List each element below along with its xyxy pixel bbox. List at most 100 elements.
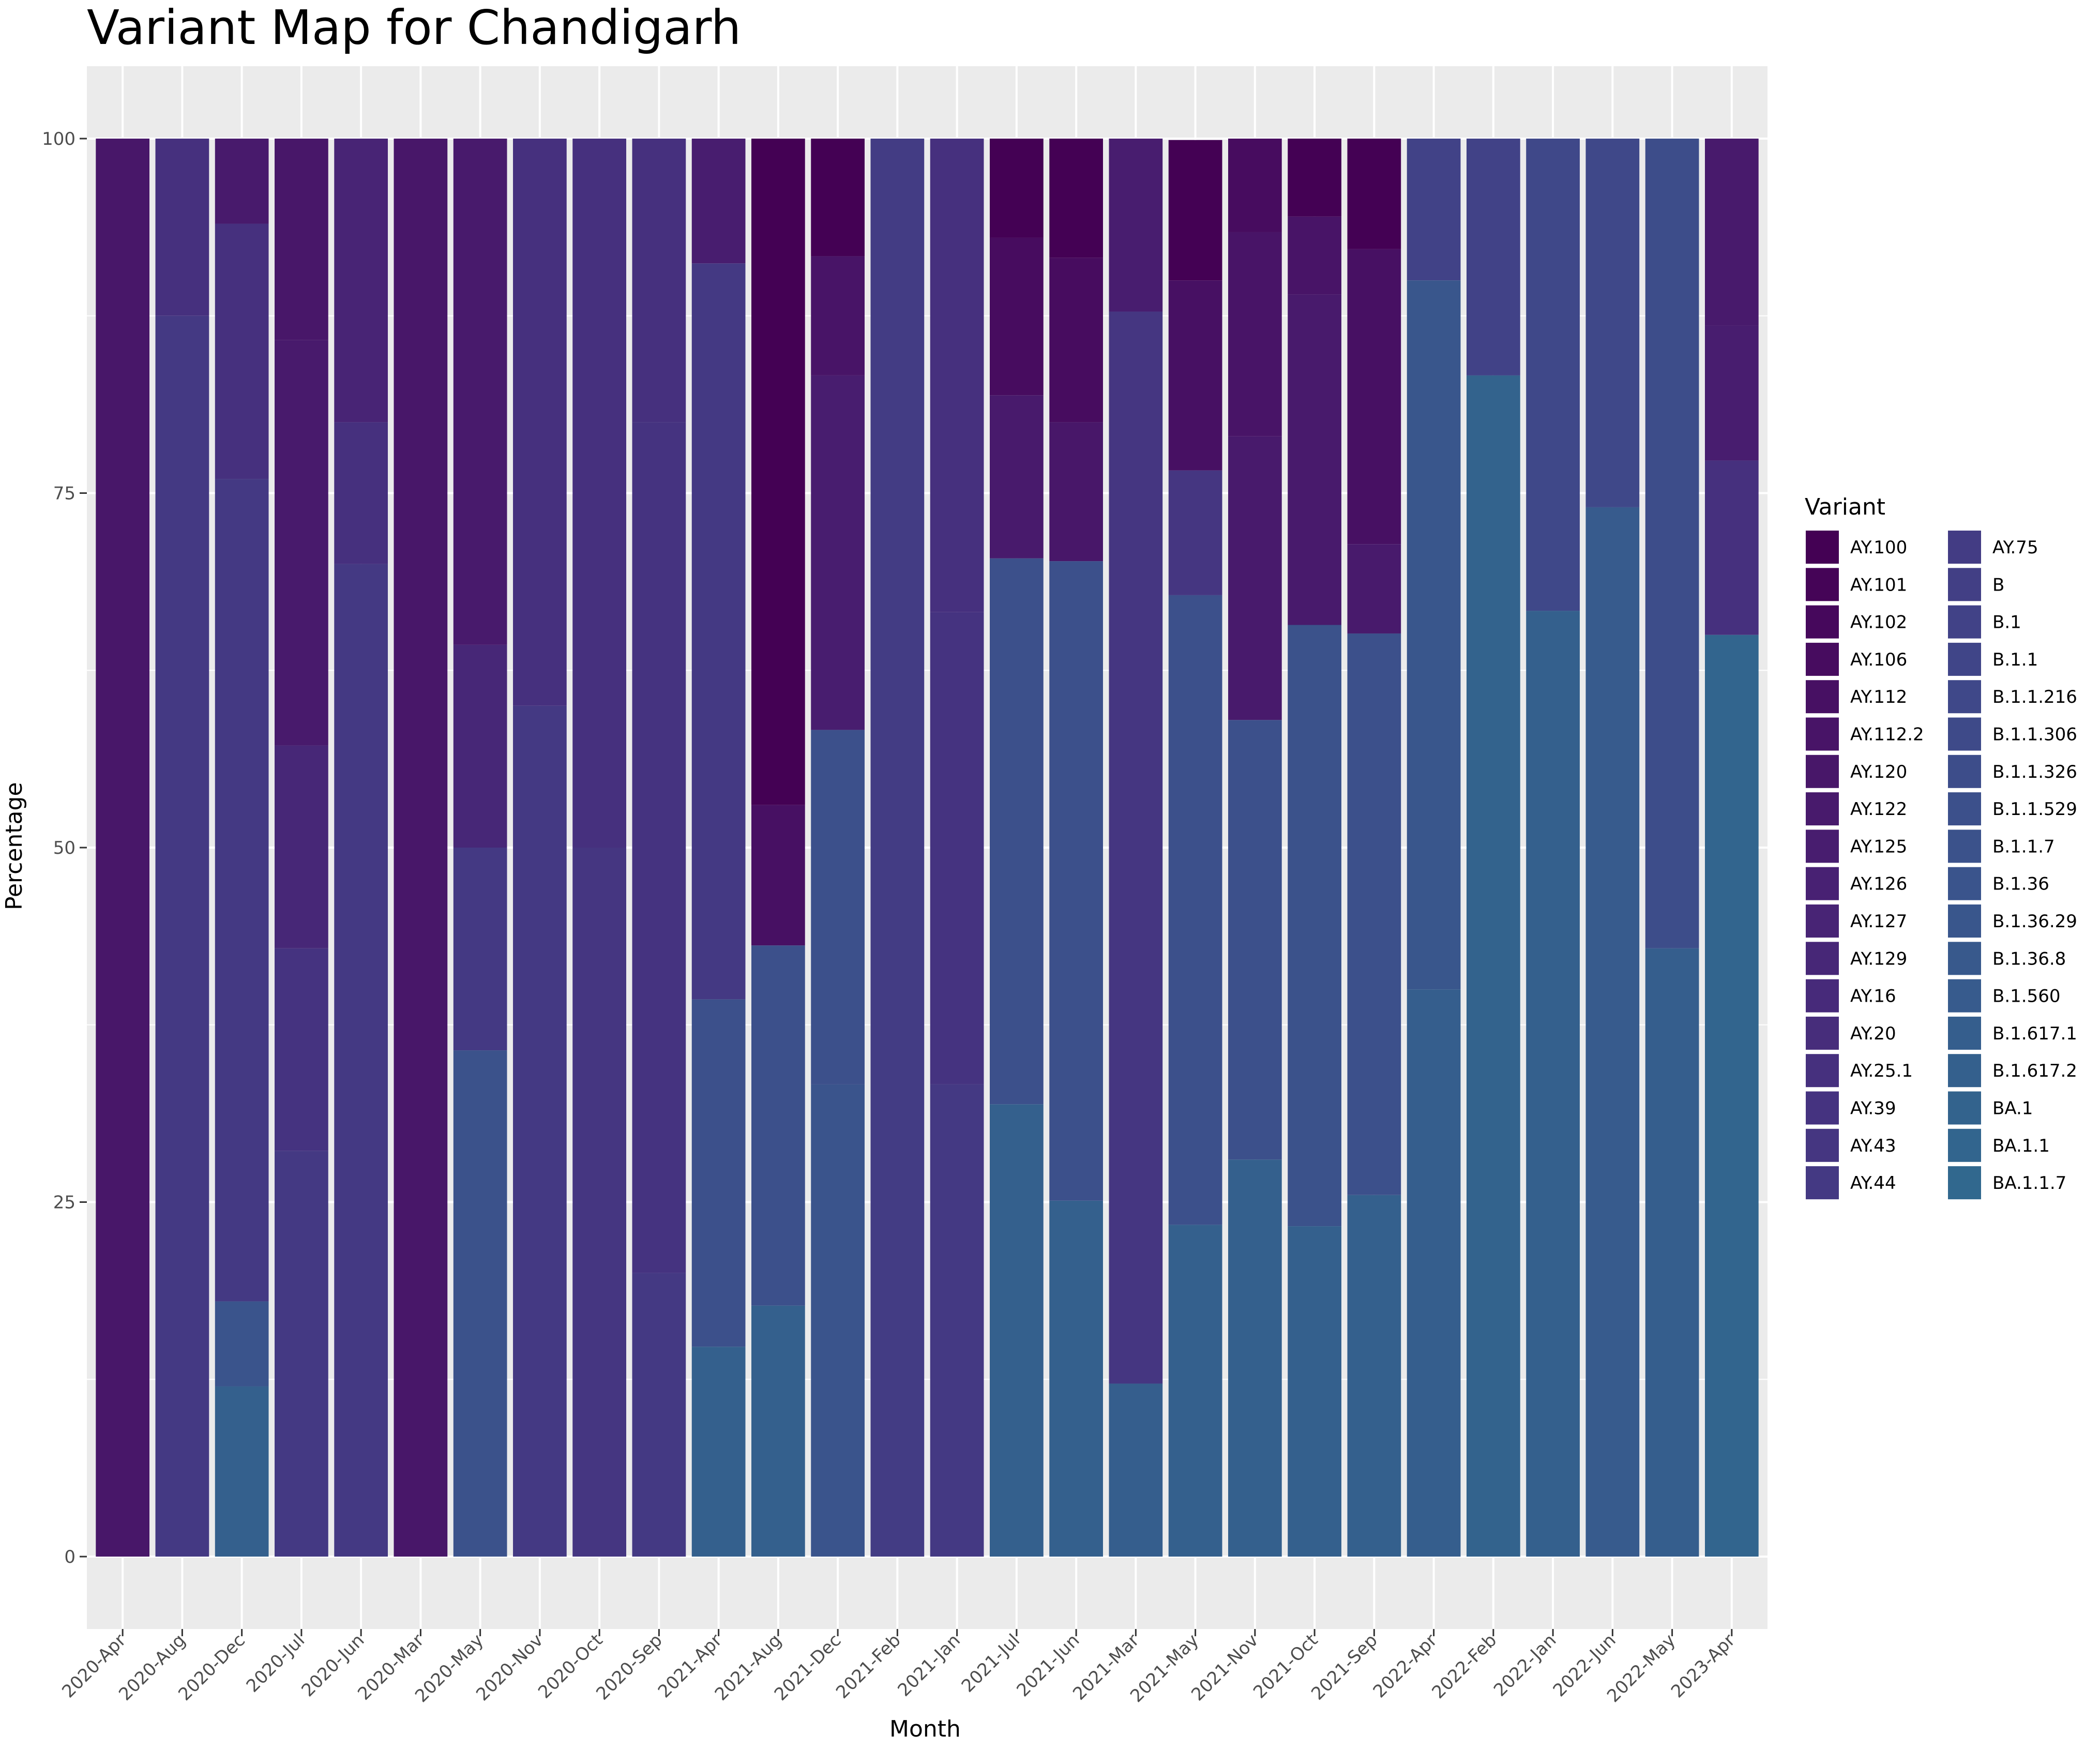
legend-key [1806,568,1839,601]
legend-key [1806,605,1839,639]
bar-segment [334,422,388,564]
bar-segment [1049,1200,1103,1557]
bar-segment [632,1273,686,1557]
legend-key [1948,942,1981,975]
legend-key [1806,792,1839,826]
chart-title: Variant Map for Chandigarh [87,0,742,55]
bar-segment [334,564,388,1557]
bar-segment [1347,544,1401,633]
bar-segment [453,1050,507,1557]
bar-segment [334,139,388,423]
x-tick-label: 2021-Jan [894,1630,964,1701]
legend-key [1948,979,1981,1013]
bar-segment [1109,311,1163,1384]
x-tick-label: 2022-Jan [1490,1630,1561,1701]
legend-key [1948,680,1981,714]
legend-label: B.1.36 [1992,874,2049,895]
legend-label: AY.44 [1850,1173,1896,1194]
bar-segment [632,139,686,423]
bar-segment [1526,139,1580,611]
bar-segment [1228,139,1282,232]
bar-segment [1704,460,1759,635]
legend-label: AY.122 [1850,799,1907,820]
legend-label: B.1 [1992,612,2021,633]
legend-key [1948,792,1981,826]
bar-segment [811,139,865,257]
bar-segment [1049,422,1103,562]
legend-key [1948,1054,1981,1088]
legend-label: AY.75 [1992,537,2038,558]
bar-segment [215,1301,269,1386]
bar-segment [751,805,805,946]
bar-segment [275,139,328,340]
bar-segment [1168,595,1222,1225]
bar-segment [751,945,805,1306]
y-tick-label: 100 [42,129,75,149]
bar-segment [215,479,269,1302]
bar-segment [691,139,746,264]
legend-key [1806,1128,1839,1162]
legend-label: AY.127 [1850,911,1907,932]
bar-segment [1466,375,1520,1557]
legend-label: B.1.1 [1992,650,2038,670]
legend-label: B.1.1.306 [1992,725,2077,745]
bar-segment [1645,139,1699,948]
bar-segment [1109,139,1163,312]
legend-key [1948,904,1981,938]
legend-label: AY.129 [1850,948,1907,969]
legend-label: AY.39 [1850,1098,1896,1119]
bar-segment [1704,635,1759,1557]
bar-segment [930,1084,984,1557]
bar-segment [1228,720,1282,1160]
bar-segment [215,223,269,479]
bar-segment [394,139,448,1557]
bar-segment [1049,139,1103,258]
legend-label: AY.101 [1850,575,1907,595]
bar-segment [1228,436,1282,720]
legend-key [1948,829,1981,863]
bar-segment [1288,625,1341,1227]
bar-segment [1407,280,1461,990]
x-tick-label: 2023-Apr [1667,1630,1739,1702]
legend-key [1948,1128,1981,1162]
legend-key [1948,568,1981,601]
legend-label: B.1.617.2 [1992,1061,2077,1081]
legend-key [1948,717,1981,751]
bar-segment [691,1347,746,1557]
legend-key [1806,531,1839,564]
bar-segment [1645,948,1699,1557]
bar-segment [870,139,925,1557]
legend-key [1806,942,1839,975]
bar-segment [811,730,865,1084]
bar-segment [215,139,269,224]
bar-segment [1288,216,1341,295]
bar-segment [1228,1159,1282,1557]
bar-segment [1704,325,1759,461]
legend-label: AY.25.1 [1850,1061,1913,1081]
bar-segment [1288,294,1341,625]
bar-segment [275,340,328,746]
bar-segment [990,1104,1044,1557]
legend-label: AY.16 [1850,986,1896,1007]
bar-segment [275,948,328,1151]
bar-segment [1288,139,1341,217]
legend-key [1806,1091,1839,1125]
legend-key [1806,1054,1839,1088]
bar-segment [96,139,150,1557]
bar-segment [155,139,209,316]
legend-key [1806,717,1839,751]
legend-key [1806,979,1839,1013]
bar-segment [1466,139,1520,375]
bar-segment [215,1386,269,1557]
legend-label: AY.126 [1850,874,1907,895]
bar-segment [751,1305,805,1557]
bar-segment [1585,139,1640,507]
legend-key [1948,605,1981,639]
bar-segment [1347,633,1401,1195]
bar-segment [930,612,984,1084]
legend-label: B.1.1.529 [1992,799,2077,820]
bar-segment [811,375,865,730]
x-tick-label: 2021-Feb [832,1630,905,1703]
